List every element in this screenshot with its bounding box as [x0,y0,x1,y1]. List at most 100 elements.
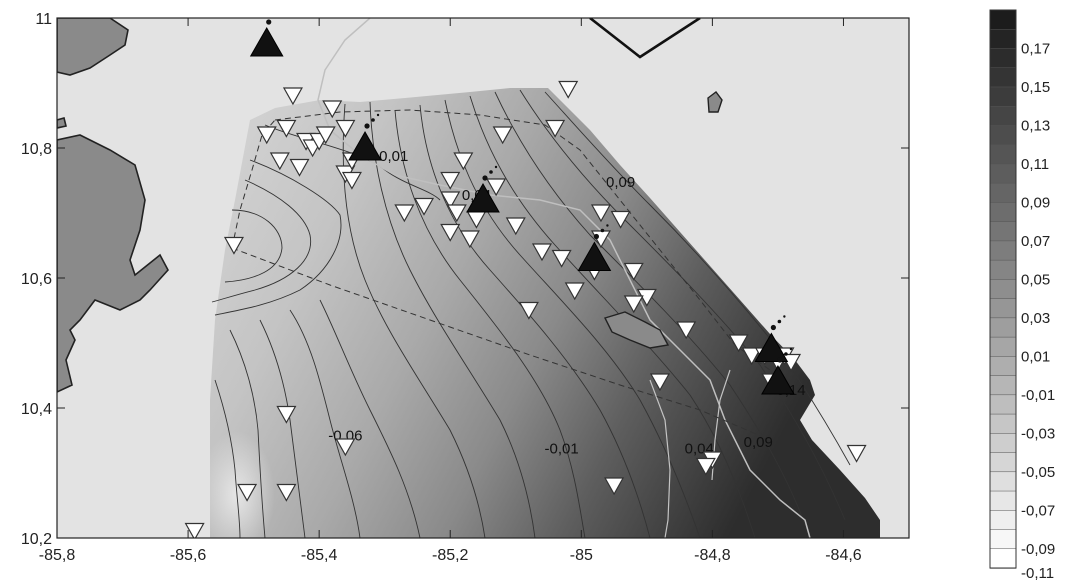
y-tick-label: 11 [35,11,52,28]
volcano-plume-dot [770,324,776,331]
volcano-plume-dot [273,14,277,18]
colorbar-band [989,394,1017,415]
volcano-plume-dot [266,19,272,25]
station-marker [551,249,572,268]
colorbar-label: 0,17 [1021,40,1050,57]
volcano-plume-dot [279,10,281,12]
colorbar-band [989,9,1017,30]
station-marker [341,171,362,190]
colorbar-band [989,125,1017,146]
station-marker [440,223,461,242]
volcano-marker [577,241,612,271]
colorbar-band [989,510,1017,531]
x-tick-label: -85,6 [170,547,207,564]
colorbar-label: -0,05 [1021,464,1055,481]
colorbar-band [989,433,1017,454]
volcano-plume-dot [489,170,493,174]
station-marker [282,87,303,106]
colorbar-band [989,182,1017,204]
colorbar-band [989,163,1017,184]
national-border [589,18,701,59]
volcano-plume-dot [789,347,793,351]
contour-label: 0,09 [606,174,635,191]
x-tick-label: -84,8 [694,547,731,564]
colorbar-label: 0,13 [1021,117,1050,134]
volcano-plume-dot [494,165,498,169]
colorbar-band [989,317,1017,338]
station-marker [846,444,867,463]
station-marker [223,236,244,255]
colorbar-label: 0,07 [1021,233,1050,250]
station-marker [440,191,461,210]
volcano-plume-dot [376,113,380,117]
station-marker [610,210,631,229]
station-marker [394,204,415,223]
colorbar-band [989,490,1017,511]
land-left-lower [57,134,169,393]
station-marker [590,204,611,223]
station-marker [269,152,290,171]
station-marker [315,126,336,145]
colorbar-band [989,105,1017,127]
volcano-plume-dot [593,233,600,240]
colorbar-label: 0,03 [1021,310,1050,327]
colorbar-band [989,259,1017,281]
colorbar-label: -0,01 [1021,387,1055,404]
station-marker [741,347,762,366]
station-marker [676,321,697,340]
station-marker [276,405,297,424]
volcano-plume-dot [600,228,605,233]
volcano-plume-dot [784,352,788,356]
island-top [707,91,723,113]
contour-label: -0,01 [545,441,579,458]
station-marker [518,301,539,320]
station-marker [276,483,297,502]
station-marker [623,262,644,281]
station-marker [604,477,625,496]
x-tick-label: -85,8 [39,547,76,564]
colorbar-band [989,279,1017,300]
colorbar-band [989,548,1017,569]
station-marker [322,100,343,119]
volcano-plume-dot [783,315,786,318]
station-marker [184,522,205,538]
colorbar-band [989,202,1017,223]
volcano-marker [249,26,284,57]
station-marker [695,457,716,476]
y-tick-label: 10,4 [21,401,52,418]
x-tick-label: -85,4 [301,547,338,564]
station-marker [492,126,513,145]
volcano-marker [348,130,382,161]
station-marker [335,438,356,457]
colorbar-band [989,221,1017,242]
colorbar-band [989,356,1017,377]
y-tick-label: 10,8 [21,141,52,158]
volcano-marker [761,364,795,395]
volcano-marker [466,182,500,213]
colorbar-label: 0,05 [1021,271,1050,288]
contour-label: 0,09 [744,434,773,451]
colorbar-band [989,529,1017,550]
colorbar-label: -0,03 [1021,425,1055,442]
colorbar-band [989,240,1017,261]
volcano-plume-dot [364,123,370,129]
station-marker [459,230,480,249]
volcano-plume-dot [482,175,488,181]
station-marker [531,243,553,262]
x-tick-label: -85,2 [432,547,469,564]
colorbar-band [989,48,1017,69]
station-marker [728,334,749,353]
station-marker [505,217,526,236]
station-marker [413,197,435,216]
station-marker [781,353,802,372]
colorbar-frame [989,9,1017,569]
colorbar-band [989,144,1017,165]
station-marker [237,483,258,502]
volcano-plume-dot [777,357,783,363]
colorbar-label: -0,07 [1021,502,1055,519]
colorbar-label: 0,09 [1021,194,1050,211]
station-marker [486,178,507,197]
colorbar-label: -0,09 [1021,541,1055,558]
y-tick-label: 10,6 [21,271,52,288]
